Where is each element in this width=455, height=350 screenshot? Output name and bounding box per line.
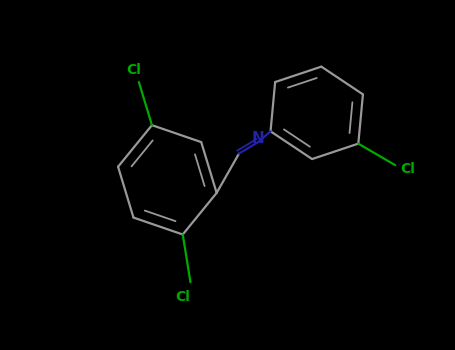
Text: Cl: Cl	[400, 162, 415, 176]
Text: N: N	[252, 131, 265, 146]
Text: Cl: Cl	[126, 63, 141, 77]
Text: Cl: Cl	[175, 290, 190, 304]
